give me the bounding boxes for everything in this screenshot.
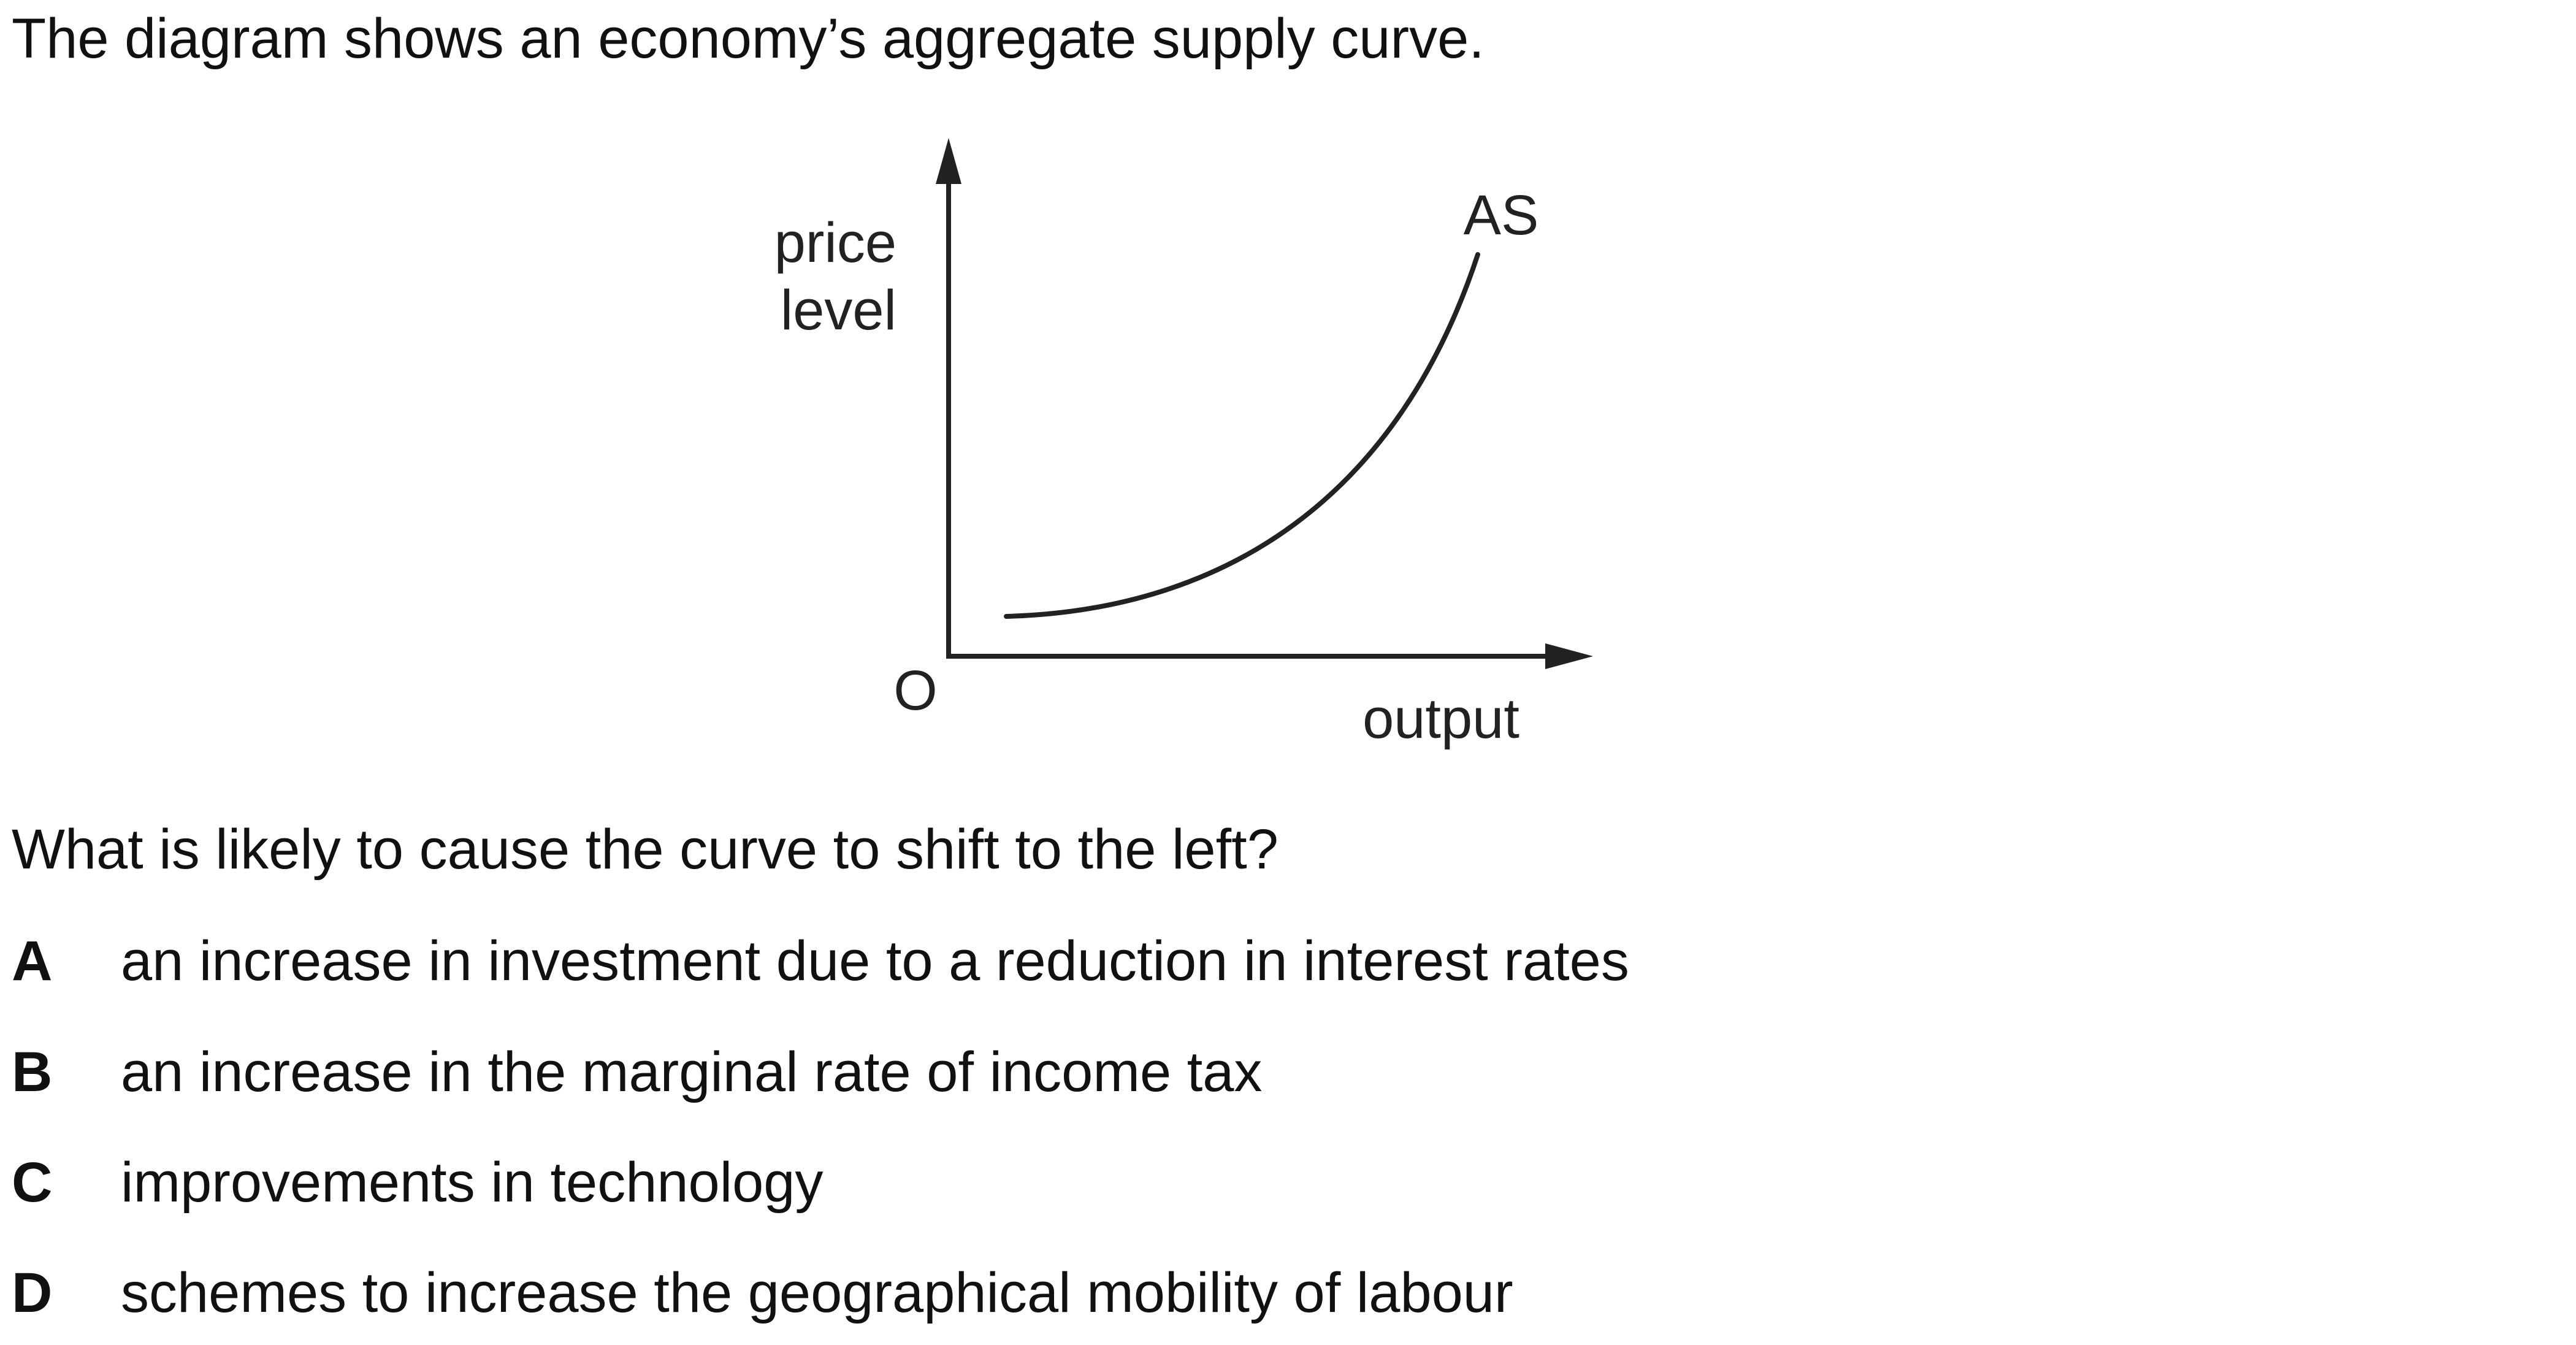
question-text: What is likely to cause the curve to shi… [12, 818, 1278, 881]
x-axis-arrowhead [1545, 643, 1593, 669]
y-axis-label-level: level [781, 279, 896, 342]
option-text: schemes to increase the geographical mob… [121, 1262, 1513, 1324]
option-letter: C [12, 1151, 53, 1214]
x-axis-label-output: output [1363, 688, 1519, 750]
curve-label-as: AS [1464, 184, 1539, 247]
option-text: an increase in the marginal rate of inco… [121, 1041, 1263, 1103]
option-text: an increase in investment due to a reduc… [121, 930, 1629, 992]
option-letter: B [12, 1041, 53, 1103]
y-axis-label-price: price [774, 212, 896, 274]
as-curve [1004, 252, 1480, 619]
option-text: improvements in technology [121, 1151, 824, 1214]
option-letter: A [12, 930, 53, 992]
y-axis-arrowhead [936, 138, 961, 184]
origin-label: O [893, 659, 938, 722]
aggregate-supply-diagram: price level AS O output [774, 138, 1593, 750]
option-letter: D [12, 1262, 53, 1324]
intro-text: The diagram shows an economy’s aggregate… [12, 7, 1485, 70]
